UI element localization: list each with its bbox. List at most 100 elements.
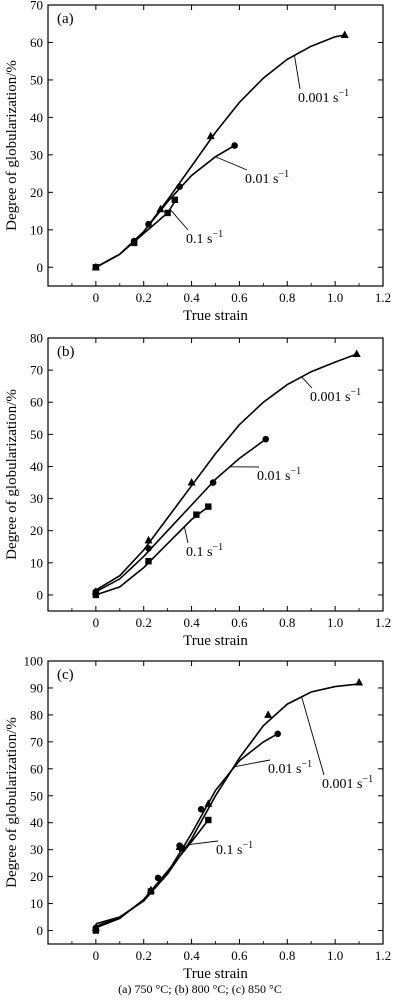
data-point-circle — [145, 220, 152, 228]
y-tick-label: 70 — [30, 734, 43, 749]
x-tick-label: 0.4 — [183, 615, 200, 630]
data-point-circle — [197, 805, 205, 813]
series-line-3 — [95, 201, 176, 269]
x-axis-label: True strain — [183, 308, 248, 324]
annotation-superscript: −1 — [278, 169, 289, 180]
data-point-triangle — [187, 478, 196, 486]
data-point-circle — [274, 730, 282, 738]
data-point-triangle — [206, 131, 215, 140]
x-tick-label: 1.2 — [375, 615, 391, 630]
y-tick-label: 0 — [37, 923, 44, 938]
y-tick-label: 40 — [30, 459, 43, 474]
y-axis-label: Degree of globularization/% — [4, 60, 20, 231]
panel-label: (a) — [57, 11, 74, 27]
panel-label: (c) — [57, 667, 74, 683]
x-tick-label: 1.2 — [375, 290, 391, 305]
series-annotation: 0.001 s−1 — [310, 387, 361, 405]
series-annotation: 0.1 s−1 — [186, 542, 223, 560]
data-point-triangle — [144, 535, 153, 544]
annotation-superscript: −1 — [338, 88, 349, 99]
data-point-square — [205, 503, 212, 510]
series-annotation: 0.01 s−1 — [245, 169, 289, 187]
x-tick-label: 0.8 — [279, 290, 295, 305]
x-tick-label: 0 — [93, 948, 100, 963]
data-point-square — [92, 591, 100, 599]
data-point-circle — [145, 545, 152, 552]
y-tick-label: 20 — [30, 185, 43, 200]
x-tick-label: 0 — [93, 290, 100, 305]
annotation-superscript: −1 — [350, 387, 361, 398]
data-point-triangle — [264, 710, 273, 718]
data-point-triangle — [355, 678, 364, 686]
plot-frame — [47, 4, 384, 287]
data-point-square — [205, 816, 212, 824]
y-tick-label: 50 — [30, 427, 43, 442]
annotation-leader — [294, 55, 301, 90]
panel-label: (b) — [57, 344, 75, 360]
series-annotation: 0.01 s−1 — [257, 466, 301, 484]
annotation-superscript: −1 — [301, 759, 312, 770]
y-axis-label: Degree of globularization/% — [4, 717, 20, 888]
annotation-leader — [301, 696, 325, 776]
y-tick-label: 80 — [30, 331, 43, 346]
data-point-square — [147, 888, 155, 895]
x-axis-label: True strain — [183, 633, 248, 649]
y-tick-label: 80 — [30, 707, 43, 722]
series-annotation: 0.001 s−1 — [298, 88, 349, 106]
x-tick-label: 1.2 — [375, 948, 391, 963]
series-line-1 — [95, 683, 360, 925]
annotation-leader — [234, 759, 271, 768]
data-point-square — [130, 239, 138, 247]
data-point-square — [92, 264, 100, 271]
data-point-square — [193, 511, 200, 518]
annotation-leader — [169, 208, 189, 231]
x-tick-label: 0.2 — [136, 615, 152, 630]
annotation-superscript: −1 — [290, 466, 301, 477]
annotation-leader — [215, 156, 248, 171]
y-tick-label: 30 — [30, 491, 43, 506]
y-tick-label: 20 — [30, 523, 43, 538]
annotation-superscript: −1 — [242, 840, 253, 851]
x-tick-label: 0.4 — [183, 948, 200, 963]
y-tick-label: 60 — [30, 35, 43, 50]
data-point-circle — [262, 435, 270, 443]
data-point-square — [145, 558, 152, 565]
annotation-leader — [301, 376, 313, 389]
y-tick-label: 50 — [30, 788, 43, 803]
x-tick-label: 1.0 — [327, 290, 343, 305]
data-point-square — [92, 927, 100, 934]
data-point-circle — [209, 479, 217, 486]
data-point-circle — [176, 183, 183, 191]
plot-frame — [47, 660, 384, 945]
x-tick-label: 1.0 — [327, 615, 343, 630]
x-tick-label: 0.2 — [136, 290, 152, 305]
y-tick-label: 20 — [30, 869, 43, 884]
y-tick-label: 70 — [30, 363, 43, 378]
y-tick-label: 50 — [30, 72, 43, 87]
y-tick-label: 0 — [37, 587, 44, 602]
y-tick-label: 0 — [37, 260, 44, 275]
series-line-1 — [95, 353, 357, 591]
chart-panel-1: 0 0.2 0.4 0.6 0.8 1.0 1.2 0 10 20 30 40 50 60 70 True s… — [4, 0, 391, 324]
y-tick-label: 60 — [30, 395, 43, 410]
x-tick-label: 0.4 — [183, 290, 200, 305]
data-point-square — [164, 209, 171, 217]
x-tick-label: 0 — [93, 615, 100, 630]
data-point-circle — [231, 142, 238, 149]
data-point-square — [171, 196, 179, 204]
plot-frame — [47, 337, 384, 612]
series-line-2 — [95, 144, 236, 269]
y-tick-label: 10 — [30, 896, 43, 911]
data-point-triangle — [340, 30, 349, 38]
y-tick-label: 10 — [30, 555, 43, 570]
x-tick-label: 0.6 — [231, 290, 248, 305]
series-line-3 — [95, 819, 209, 929]
data-point-triangle — [156, 204, 165, 213]
x-tick-label: 1.0 — [327, 948, 343, 963]
chart-panel-2: 0 0.2 0.4 0.6 0.8 1.0 1.2 0 10 20 30 40 50 60 70 80 True… — [4, 331, 391, 650]
y-tick-label: 60 — [30, 761, 43, 776]
y-tick-label: 100 — [24, 654, 44, 669]
annotation-superscript: −1 — [362, 774, 373, 785]
y-tick-label: 70 — [30, 0, 43, 13]
